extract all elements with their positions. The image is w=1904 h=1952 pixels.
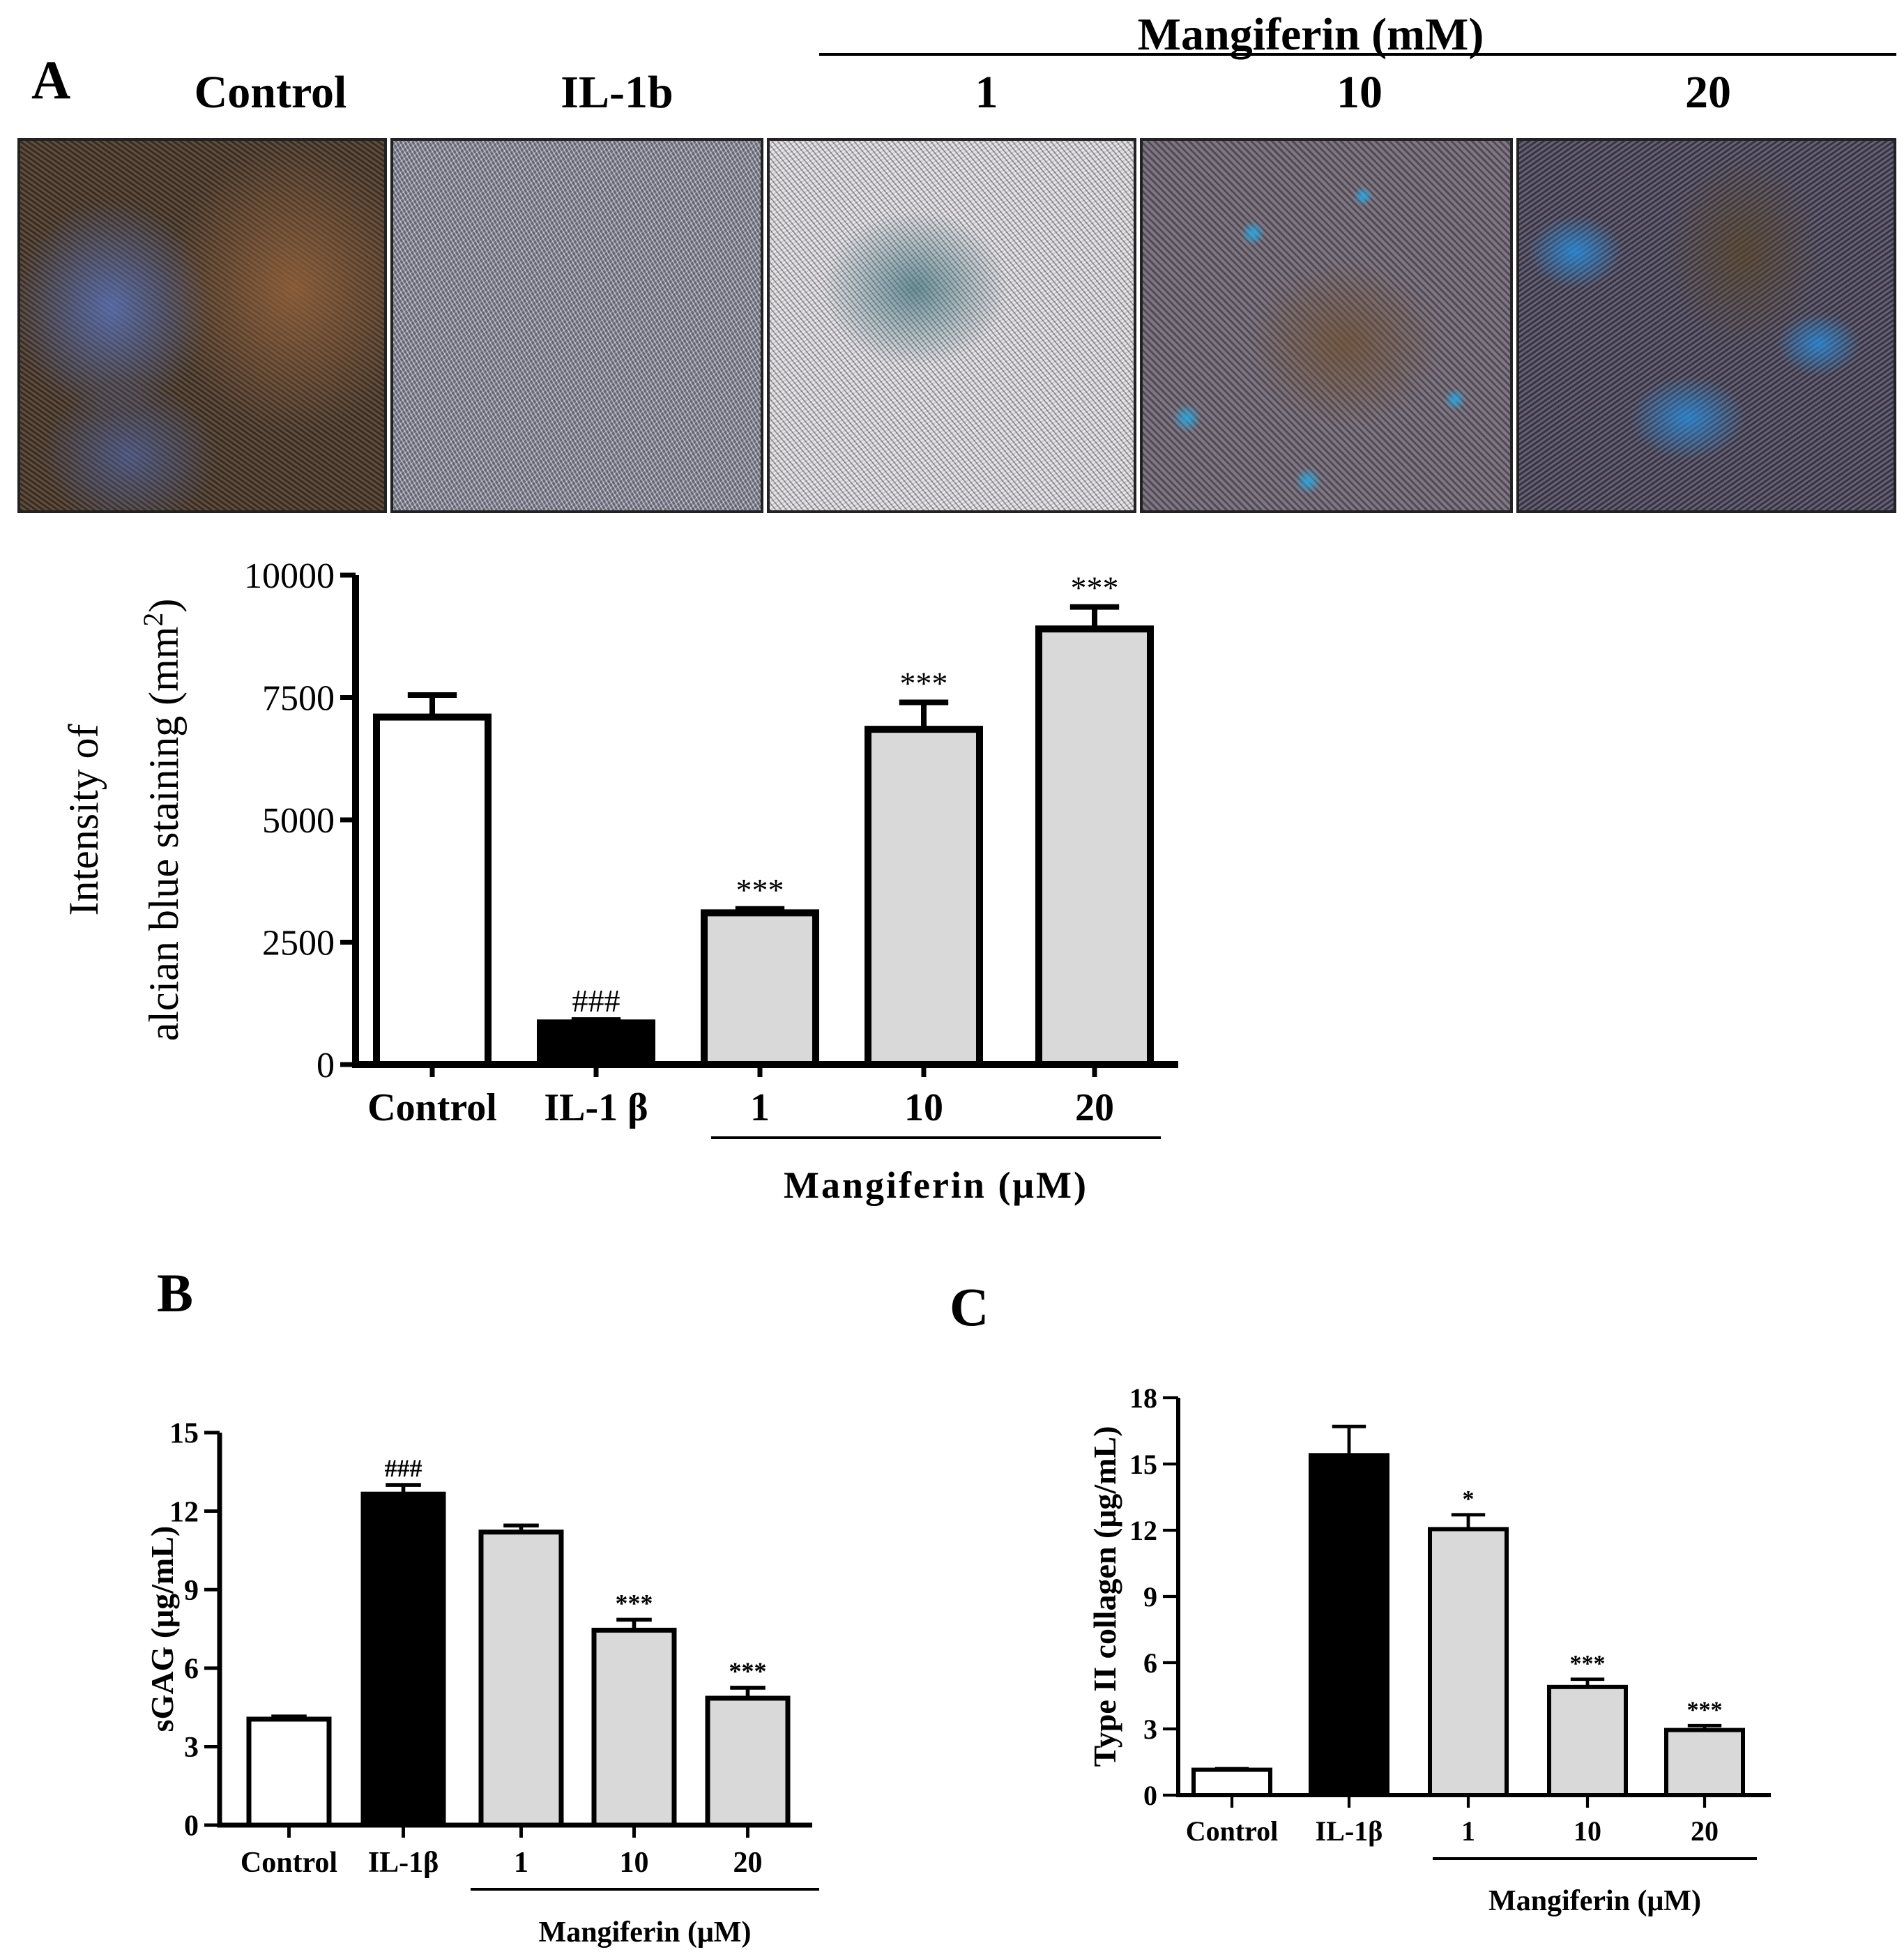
- x-category-label: IL-1 β: [544, 1086, 648, 1129]
- bar: [537, 1019, 655, 1068]
- x-category-label: 1: [514, 1847, 528, 1879]
- y-tick-label: 5000: [262, 801, 335, 841]
- significance-label: ###: [385, 1454, 422, 1482]
- y-axis-title-sup: 2: [137, 613, 169, 627]
- y-tick-label: 6: [184, 1654, 199, 1686]
- bar: [591, 1627, 677, 1828]
- chart-sgag: 0 3 6 9 12 15 Control ### IL-1β 1 *** 10 *** 20 Mangif…: [144, 1418, 819, 1949]
- micrograph-dose-10: [1140, 138, 1513, 513]
- micrograph-dose-1: [767, 138, 1136, 513]
- x-category-label: Control: [241, 1847, 337, 1879]
- image-label-control: Control: [194, 67, 347, 118]
- x-category-label: 20: [733, 1847, 763, 1879]
- x-category-label: 10: [1574, 1815, 1601, 1847]
- x-category-label: IL-1β: [368, 1847, 439, 1879]
- x-category-label: IL-1β: [1316, 1815, 1383, 1847]
- x-category-label: 1: [1461, 1815, 1475, 1847]
- significance-label: *: [1463, 1486, 1475, 1512]
- significance-label: ***: [616, 1589, 653, 1617]
- bar: [1547, 1684, 1628, 1797]
- y-tick-label: 0: [1143, 1780, 1157, 1811]
- y-tick-label: 0: [184, 1810, 199, 1843]
- chart-alcian-blue: 0 2500 5000 7500 10000 Control ### IL-1 β *** 1 **…: [61, 556, 1178, 1206]
- y-tick-label: 3: [184, 1732, 199, 1764]
- y-tick-label: 3: [1143, 1714, 1157, 1745]
- group-label: Mangiferin (μM): [784, 1164, 1088, 1206]
- x-category-label: 20: [1075, 1086, 1114, 1129]
- bar: [1309, 1453, 1389, 1797]
- y-tick-label: 15: [1129, 1449, 1157, 1480]
- bar: [1191, 1767, 1272, 1797]
- significance-label: ###: [572, 983, 620, 1019]
- chart-type2-collagen: 0 3 6 9 12 15 18 Control IL-1β * 1 *** 10 *** 20 Mangif…: [1087, 1382, 1771, 1917]
- bar: [373, 713, 492, 1068]
- panel-b-letter: B: [157, 1263, 194, 1323]
- x-category-label: 20: [1691, 1815, 1719, 1847]
- significance-label: ***: [736, 872, 784, 908]
- significance-label: ***: [1570, 1651, 1606, 1677]
- significance-label: ***: [900, 666, 948, 701]
- image-group-line: [819, 53, 1896, 56]
- significance-label: ***: [729, 1657, 767, 1685]
- significance-label: ***: [1687, 1697, 1723, 1723]
- image-label-dose-10: 10: [1336, 67, 1383, 118]
- significance-label: ***: [1071, 570, 1119, 606]
- y-tick-label: 12: [1129, 1515, 1157, 1546]
- panel-c-letter: C: [950, 1276, 989, 1337]
- micrograph-dose-20: [1516, 138, 1896, 513]
- micrograph-control: [17, 138, 387, 513]
- y-tick-label: 7500: [262, 679, 335, 719]
- bar: [865, 726, 983, 1068]
- bar: [246, 1716, 332, 1828]
- bar: [478, 1530, 564, 1828]
- y-tick-label: 2500: [262, 924, 335, 963]
- y-axis-title-line2: alcian blue staining (mm2): [137, 599, 187, 1042]
- group-label: Mangiferin (μM): [539, 1916, 752, 1949]
- image-label-dose-1: 1: [975, 67, 998, 118]
- x-category-label: 10: [620, 1847, 649, 1879]
- panel-a-letter: A: [31, 49, 71, 110]
- y-axis-title: Type II collagen (μg/mL): [1087, 1426, 1122, 1767]
- y-tick-label: 9: [184, 1575, 199, 1607]
- y-tick-label: 18: [1129, 1382, 1157, 1414]
- micrograph-il1b: [390, 138, 763, 513]
- x-category-label: 10: [904, 1086, 943, 1129]
- y-axis-title: sGAG (μg/mL): [144, 1526, 180, 1732]
- x-category-label: Control: [1186, 1815, 1279, 1847]
- bar: [1035, 625, 1154, 1068]
- bar: [705, 1695, 791, 1828]
- y-tick-label: 9: [1143, 1581, 1157, 1612]
- bar: [360, 1491, 446, 1828]
- y-axis-title-close: ): [141, 599, 187, 613]
- y-tick-label: 6: [1143, 1647, 1157, 1679]
- y-axis-title-main: alcian blue staining (mm: [141, 627, 187, 1042]
- image-label-il1b: IL-1b: [561, 67, 673, 118]
- y-tick-label: 15: [169, 1418, 199, 1450]
- x-category-label: Control: [367, 1086, 497, 1129]
- image-label-dose-20: 20: [1685, 67, 1731, 118]
- bar: [1664, 1728, 1745, 1797]
- bar: [701, 909, 819, 1068]
- y-tick-label: 12: [169, 1496, 199, 1528]
- bar: [1428, 1527, 1509, 1798]
- y-tick-label: 10000: [244, 556, 335, 596]
- group-label: Mangiferin (μM): [1488, 1885, 1701, 1917]
- y-axis-title-line1: Intensity of: [61, 724, 107, 916]
- image-group-label: Mangiferin (mM): [1137, 9, 1484, 60]
- y-tick-label: 0: [317, 1046, 335, 1085]
- x-category-label: 1: [750, 1086, 770, 1129]
